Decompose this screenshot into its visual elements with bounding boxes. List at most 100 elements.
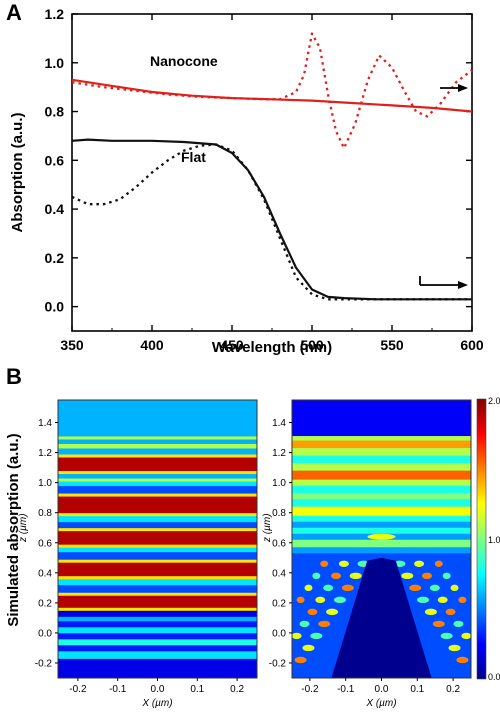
absorption-band (58, 473, 257, 479)
nanocone-annotation: Nanocone (150, 53, 218, 69)
field-spot (458, 596, 467, 604)
field-spot (448, 644, 461, 652)
x-tick-label: 0.0 (375, 684, 389, 695)
x-tick-label: 600 (460, 337, 484, 353)
field-spot (320, 560, 329, 567)
z-tick-label: 0.4 (38, 568, 52, 579)
colorbar-tick-label: 0.0 (488, 672, 500, 682)
absorption-band (58, 644, 257, 652)
z-tick-label: 0.8 (272, 508, 286, 519)
absorption-band (58, 478, 257, 482)
absorption-band (292, 436, 471, 441)
simulated-absorption-label: Simulated absorption (a.u.) (5, 433, 22, 626)
absorption-band (292, 547, 471, 554)
z-tick-label: 0.8 (38, 508, 52, 519)
absorption-band (58, 547, 257, 553)
absorption-band (58, 551, 257, 560)
x-tick-label: 0.0 (151, 684, 165, 695)
absorption-band (292, 440, 471, 449)
x-tick-label: 500 (300, 337, 324, 353)
absorption-band (58, 544, 257, 548)
absorption-band (58, 493, 257, 497)
field-spot (338, 560, 349, 567)
field-spot (310, 632, 323, 640)
nanocone-solid-line (71, 78, 473, 113)
absorption-band (58, 610, 257, 617)
absorption-band (58, 584, 257, 593)
z-tick-label: 0.4 (272, 568, 286, 579)
x-tick-label: 0.2 (230, 684, 244, 695)
absorption-band (58, 575, 257, 580)
field-spot (291, 632, 302, 640)
x-tick-label: 0.1 (410, 684, 424, 695)
field-spot (323, 584, 334, 592)
absorption-band (58, 443, 257, 449)
y-tick-label: 1.2 (45, 6, 65, 22)
field-spot (367, 539, 396, 546)
absorption-band (292, 485, 471, 494)
field-spot (341, 584, 354, 592)
x-tick-label: -0.2 (69, 684, 87, 695)
x-tick-label: 0.1 (190, 684, 204, 695)
z-tick-label: 1.4 (272, 418, 286, 429)
absorption-band (292, 479, 471, 487)
z-axis-label: z (µm) (18, 513, 29, 543)
field-spot (401, 572, 414, 580)
colorbar-tick-label: 2.0 (488, 396, 500, 406)
y-tick-label: 0.4 (45, 201, 65, 217)
absorption-band (58, 485, 257, 494)
field-spot (331, 572, 342, 580)
absorption-band (58, 512, 257, 517)
field-spot (299, 620, 310, 628)
field-spot (421, 572, 432, 580)
absorption-band (58, 620, 257, 628)
z-tick-label: 1.4 (38, 418, 52, 429)
x-tick-label: -0.2 (301, 684, 319, 695)
x-axis-label: X (µm) (365, 698, 396, 709)
absorption-band (58, 448, 257, 455)
flat-absorption-map: -0.2 0.0 0.2 0.4 0.6 0.8 1.0 1.2 1.4 -0.2 -0.1 0.0 0… (18, 399, 258, 709)
absorption-band (58, 559, 257, 563)
panel-b-letter: B (6, 364, 22, 389)
nanocone-dotted-line (71, 32, 473, 150)
colorbar (476, 398, 487, 680)
absorption-band (58, 626, 257, 634)
absorption-band (292, 499, 471, 508)
field-spot (302, 644, 315, 652)
absorption-band (58, 481, 257, 487)
z-tick-label: 0.0 (272, 628, 286, 639)
x-tick-label: 400 (140, 337, 164, 353)
flat-dotted-line (71, 143, 472, 301)
field-spot (333, 596, 346, 604)
z-tick-label: 1.0 (38, 478, 52, 489)
absorption-band (58, 454, 257, 458)
field-spot (417, 596, 430, 604)
field-spot (326, 608, 339, 616)
z-axis-label: z (µm) (262, 513, 273, 543)
x-tick-label: 0.2 (446, 684, 460, 695)
field-spot (432, 620, 445, 628)
absorption-band (58, 658, 257, 679)
absorption-band (292, 515, 471, 523)
absorption-band (292, 455, 471, 464)
field-spot (453, 620, 464, 628)
absorption-band (292, 521, 471, 529)
z-tick-label: 0.6 (272, 538, 286, 549)
absorption-band (58, 457, 257, 472)
field-spot (294, 656, 307, 664)
field-spot (349, 572, 362, 580)
x-axis-label: Wavelength (nm) (212, 339, 332, 356)
absorption-band (292, 527, 471, 535)
absorption-band (58, 616, 257, 622)
y-tick-label: 0.2 (45, 250, 65, 266)
absorption-band (292, 506, 471, 517)
absorption-band (58, 439, 257, 444)
absorption-band (58, 527, 257, 532)
absorption-band (58, 592, 257, 596)
absorption-band (58, 578, 257, 586)
absorption-band (58, 595, 257, 608)
nanocone-absorption-map: -0.2 0.0 0.2 0.4 0.6 0.8 1.0 1.2 1.4 -0.2 -0.1 0.0 0… (262, 396, 500, 709)
z-tick-label: -0.2 (269, 658, 287, 669)
right-axis-arrow-nanocone-head (458, 84, 468, 92)
